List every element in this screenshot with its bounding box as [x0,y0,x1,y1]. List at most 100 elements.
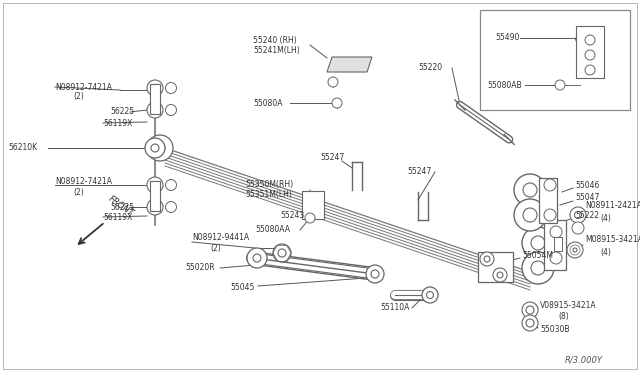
Circle shape [555,80,565,90]
Circle shape [247,248,267,268]
Circle shape [531,261,545,275]
Text: 55490: 55490 [495,33,520,42]
Circle shape [366,265,384,283]
Circle shape [497,272,503,278]
Circle shape [514,199,546,231]
Text: R/3.000Y: R/3.000Y [565,356,603,365]
Circle shape [480,252,494,266]
Circle shape [570,245,580,255]
Text: V08915-3421A: V08915-3421A [540,301,596,310]
Circle shape [550,252,562,264]
Circle shape [145,138,165,158]
Text: 56119X: 56119X [103,119,132,128]
Circle shape [522,315,538,331]
Circle shape [585,65,595,75]
Bar [539,177,557,222]
Text: FRONT: FRONT [107,194,136,218]
Bar [576,26,604,78]
Text: N08912-9441A: N08912-9441A [192,234,249,243]
Circle shape [147,80,163,96]
Circle shape [273,244,291,262]
Circle shape [253,254,261,262]
Text: 55046: 55046 [575,180,600,189]
Bar [302,191,324,219]
Circle shape [550,226,562,238]
Circle shape [152,84,159,92]
Bar [150,181,160,211]
Circle shape [484,256,490,262]
Circle shape [493,268,507,282]
Circle shape [585,50,595,60]
Text: 55045: 55045 [230,283,254,292]
Bar [544,220,566,270]
Text: (8): (8) [558,311,569,321]
Text: 55350M(RH): 55350M(RH) [245,180,293,189]
Text: 55080AB: 55080AB [487,80,522,90]
Circle shape [426,292,433,298]
Circle shape [573,248,577,252]
Text: 55247: 55247 [320,154,344,163]
Circle shape [305,213,315,223]
Text: 55351M(LH): 55351M(LH) [245,190,292,199]
Text: (2): (2) [210,244,221,253]
Bar [477,252,513,282]
Circle shape [166,105,177,115]
Circle shape [544,209,556,221]
Circle shape [155,143,165,153]
Text: 56119X: 56119X [103,212,132,221]
Text: 56225: 56225 [110,108,134,116]
Circle shape [151,144,159,152]
Text: N08912-7421A: N08912-7421A [55,83,112,92]
Circle shape [278,249,286,257]
Text: 55080A: 55080A [253,99,282,108]
Circle shape [522,252,554,284]
Text: 55247: 55247 [407,167,431,176]
Circle shape [332,98,342,108]
Text: 55240 (RH): 55240 (RH) [253,35,297,45]
Text: 55047: 55047 [575,193,600,202]
Circle shape [544,179,556,191]
Circle shape [514,174,546,206]
Text: 56225: 56225 [110,202,134,212]
Circle shape [572,222,584,234]
Text: 55030B: 55030B [540,326,570,334]
Circle shape [526,306,534,314]
Circle shape [522,227,554,259]
Text: 55222: 55222 [575,211,599,219]
Circle shape [166,202,177,212]
Circle shape [147,135,173,161]
Circle shape [575,212,582,218]
Bar [150,84,160,114]
Circle shape [523,208,537,222]
Bar [480,10,630,110]
Circle shape [147,102,163,118]
Text: (2): (2) [73,187,84,196]
Text: 55110A: 55110A [380,304,410,312]
Circle shape [166,83,177,93]
Text: 55243: 55243 [280,211,304,219]
Text: M08915-3421A: M08915-3421A [585,235,640,244]
Circle shape [567,242,583,258]
Circle shape [147,177,163,193]
Text: 55080AA: 55080AA [255,225,290,234]
Bar [554,237,562,251]
Circle shape [166,180,177,190]
Circle shape [531,236,545,250]
Circle shape [422,287,438,303]
Circle shape [328,77,338,87]
Circle shape [585,35,595,45]
Text: (4): (4) [600,214,611,222]
Text: 55241M(LH): 55241M(LH) [253,45,300,55]
Circle shape [570,207,586,223]
Text: (2): (2) [73,93,84,102]
Circle shape [526,319,534,327]
Text: N08912-7421A: N08912-7421A [55,177,112,186]
Text: 55020R: 55020R [185,263,214,273]
Circle shape [152,203,159,211]
Circle shape [522,302,538,318]
Text: 56210K: 56210K [8,144,37,153]
Polygon shape [327,57,372,72]
Circle shape [371,270,379,278]
Text: 55054M: 55054M [522,250,553,260]
Text: (4): (4) [600,247,611,257]
